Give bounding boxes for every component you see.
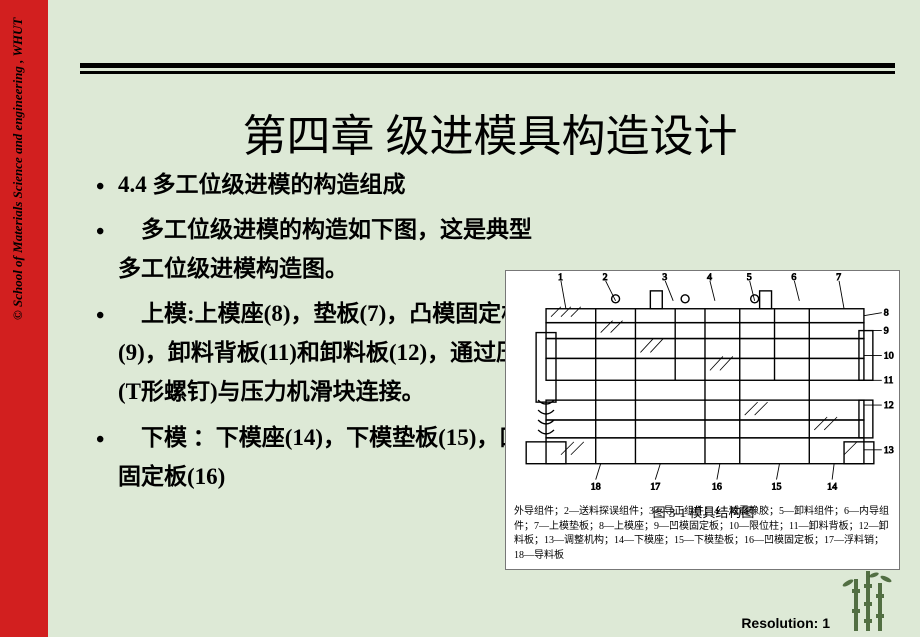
svg-text:10: 10: [884, 350, 894, 361]
divider-thin: [80, 71, 895, 74]
svg-text:2: 2: [603, 272, 608, 283]
svg-text:11: 11: [884, 375, 894, 386]
svg-text:12: 12: [884, 400, 894, 411]
page-title: 第四章 级进模具构造设计: [60, 100, 920, 164]
svg-text:7: 7: [836, 272, 841, 283]
bullet-item: 上模:上模座(8)，垫板(7)，凸模固定板(9)，卸料背板(11)和卸料板(12…: [100, 294, 550, 411]
svg-text:4: 4: [707, 272, 712, 283]
footer-label: Resolution:: [741, 615, 818, 631]
bullet-item: 4.4 多工位级进模的构造组成: [100, 165, 550, 204]
svg-text:9: 9: [884, 326, 889, 337]
divider-thick: [80, 63, 895, 68]
sidebar-red-bar: © School of Materials Science and engine…: [0, 0, 48, 637]
svg-text:18: 18: [591, 482, 601, 493]
svg-text:14: 14: [827, 482, 837, 493]
figure-legend: 外导组件；2—送料探误组件；3—导正组件；4—减震橡胶；5—卸料组件；6—内导组…: [514, 505, 891, 563]
svg-text:5: 5: [747, 272, 752, 283]
svg-text:15: 15: [772, 482, 782, 493]
svg-text:6: 6: [791, 272, 796, 283]
footer-page: 1: [822, 615, 830, 631]
svg-text:3: 3: [662, 272, 667, 283]
bamboo-icon: [838, 571, 898, 631]
bullet-item: 多工位级进模的构造如下图，这是典型多工位级进模构造图。: [100, 210, 550, 288]
svg-text:16: 16: [712, 482, 722, 493]
bullet-item: 下模 ：下模座(14)，下模垫板(15)，凹模固定板(16): [100, 418, 550, 496]
slide-content: 第四章 级进模具构造设计 4.4 多工位级进模的构造组成 多工位级进模的构造如下…: [60, 0, 920, 637]
svg-text:1: 1: [558, 272, 563, 283]
figure-die-structure: 1 2 3 4 5 6 7 8 9 10 11 12 13 18 17 16 1…: [505, 270, 900, 570]
sidebar-vertical-text: © School of Materials Science and engine…: [10, 18, 26, 320]
svg-text:13: 13: [884, 445, 894, 456]
svg-text:17: 17: [650, 482, 660, 493]
footer: Resolution: 1: [741, 615, 830, 631]
body-text: 4.4 多工位级进模的构造组成 多工位级进模的构造如下图，这是典型多工位级进模构…: [100, 165, 550, 502]
svg-text:8: 8: [884, 308, 889, 319]
